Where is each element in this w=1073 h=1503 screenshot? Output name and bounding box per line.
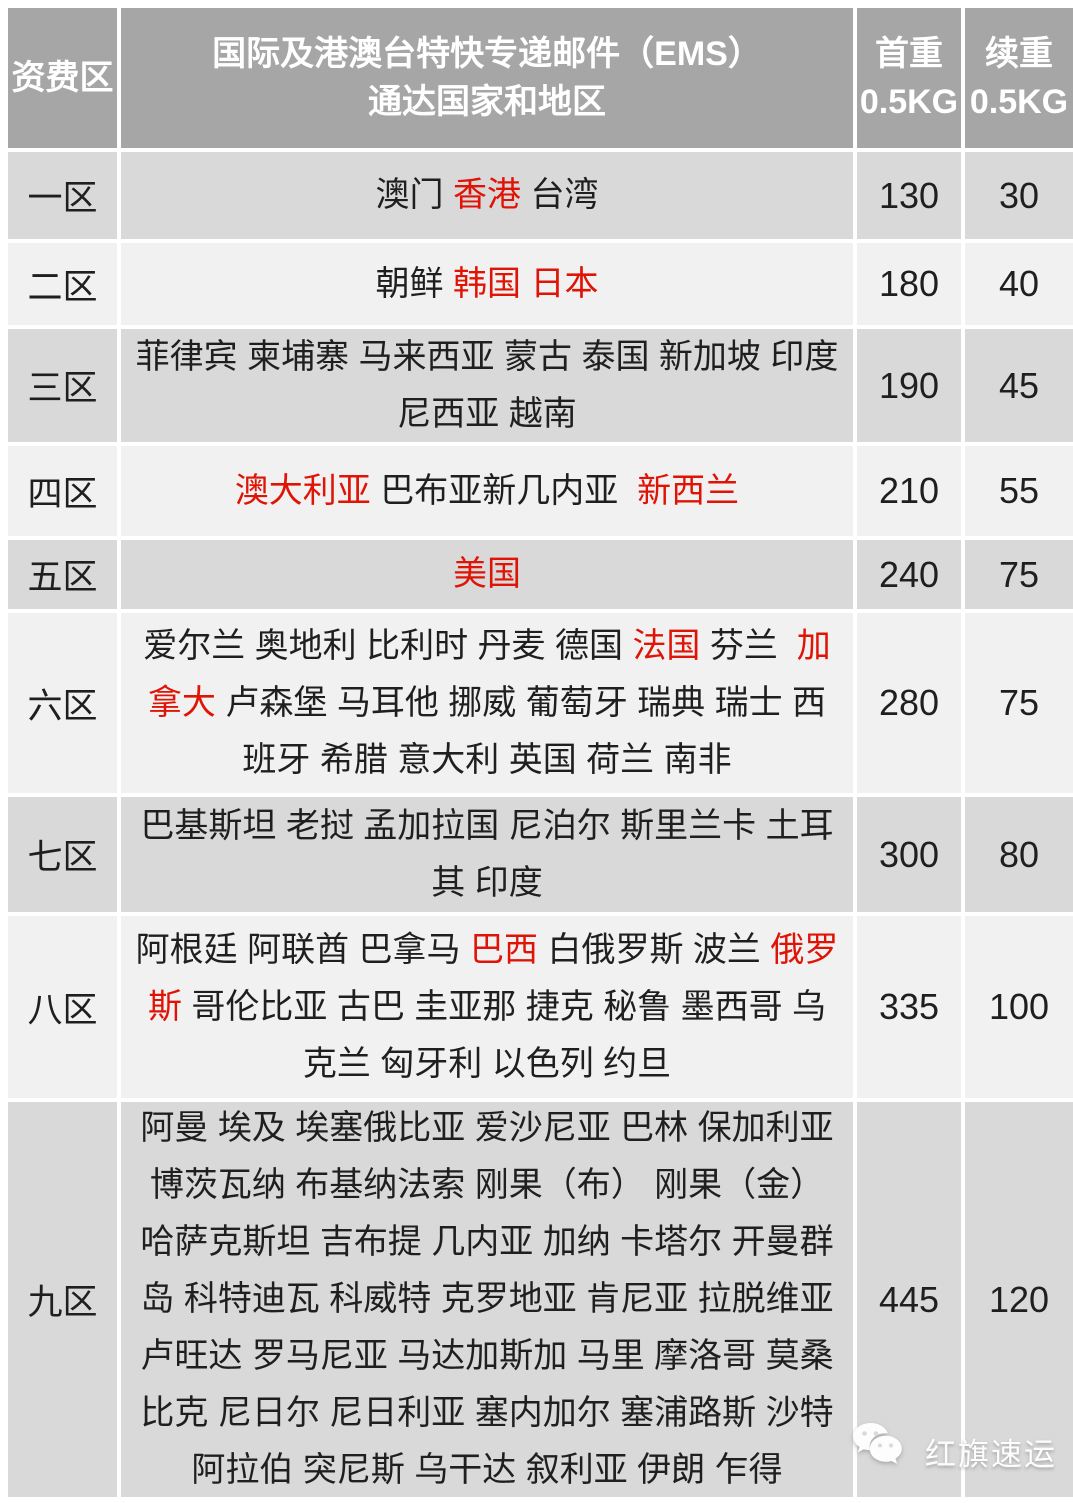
additional-weight-cell: 55 (965, 446, 1073, 536)
destinations-cell: 阿曼 埃及 埃塞俄比亚 爱沙尼亚 巴林 保加利亚 博茨瓦纳 布基纳法索 刚果（布… (121, 1102, 853, 1497)
destination-text: 阿根廷 阿联酋 巴拿马 (135, 930, 470, 969)
destination-text: 菲律宾 柬埔寨 马来西亚 蒙古 泰国 新加坡 印度尼西亚 越南 (135, 337, 839, 433)
additional-weight-cell: 75 (965, 613, 1073, 793)
table-row: 四区 澳大利亚 巴布亚新几内亚 新西兰 210 55 (8, 446, 1073, 536)
table-row: 一区 澳门 香港 台湾 130 30 (8, 152, 1073, 239)
destination-text: 爱尔兰 奥地利 比利时 丹麦 德国 (143, 626, 633, 665)
zone-cell: 五区 (8, 540, 117, 609)
destination-highlighted: 巴西 (470, 930, 538, 969)
destination-text: 白俄罗斯 波兰 (538, 930, 771, 969)
destination-text: 台湾 (521, 176, 599, 214)
destination-text: 巴基斯坦 老挝 孟加拉国 尼泊尔 斯里兰卡 土耳其 印度 (140, 806, 834, 902)
destination-highlighted: 加拿大 (147, 626, 831, 722)
destination-highlighted: 法国 (632, 626, 701, 665)
table-row: 五区 美国 240 75 (8, 540, 1073, 609)
table-row: 八区 阿根廷 阿联酋 巴拿马 巴西 白俄罗斯 波兰 俄罗斯 哥伦比亚 古巴 圭亚那… (8, 916, 1073, 1098)
additional-weight-cell: 30 (965, 152, 1073, 239)
additional-weight-cell: 40 (965, 243, 1073, 325)
destination-highlighted: 澳大利亚 (234, 471, 371, 510)
header-destinations: 国际及港澳台特快专递邮件（EMS） 通达国家和地区 (121, 8, 853, 148)
destinations-cell: 澳门 香港 台湾 (121, 152, 853, 239)
destinations-cell: 美国 (121, 540, 853, 609)
zone-cell: 六区 (8, 613, 117, 793)
table-row: 七区 巴基斯坦 老挝 孟加拉国 尼泊尔 斯里兰卡 土耳其 印度 300 80 (8, 797, 1073, 912)
destinations-cell: 菲律宾 柬埔寨 马来西亚 蒙古 泰国 新加坡 印度尼西亚 越南 (121, 329, 853, 442)
destinations-cell: 朝鲜 韩国 日本 (121, 243, 853, 325)
additional-weight-cell: 100 (965, 916, 1073, 1098)
first-weight-cell: 300 (857, 797, 961, 912)
destination-text: 卢森堡 马耳他 挪威 葡萄牙 瑞典 瑞士 西班牙 希腊 意大利 英国 荷兰 南非 (215, 683, 827, 779)
first-weight-cell: 280 (857, 613, 961, 793)
destination-highlighted: 俄罗斯 (147, 930, 839, 1026)
table-row: 六区 爱尔兰 奥地利 比利时 丹麦 德国 法国 芬兰 加拿大 卢森堡 马耳他 挪威… (8, 613, 1073, 793)
header-first-weight-label: 首重 (875, 35, 943, 73)
destination-text: 朝鲜 (375, 264, 453, 303)
zone-cell: 三区 (8, 329, 117, 442)
table-row: 二区 朝鲜 韩国 日本 180 40 (8, 243, 1073, 325)
header-additional-weight-sub: 0.5KG (969, 83, 1069, 121)
first-weight-cell: 130 (857, 152, 961, 239)
destination-highlighted: 韩国 日本 (453, 264, 599, 303)
header-zone: 资费区 (8, 8, 117, 148)
zone-cell: 二区 (8, 243, 117, 325)
table-body: 一区 澳门 香港 台湾 130 30 二区 朝鲜 韩国 日本 180 40 三区 菲律宾 柬埔寨 … (8, 152, 1073, 1497)
zone-cell: 九区 (8, 1102, 117, 1497)
header-first-weight: 首重 0.5KG (857, 8, 961, 148)
table-row: 九区 阿曼 埃及 埃塞俄比亚 爱沙尼亚 巴林 保加利亚 博茨瓦纳 布基纳法索 刚果… (8, 1102, 1073, 1497)
destination-highlighted: 香港 (453, 176, 521, 214)
destination-text: 芬兰 (700, 626, 788, 665)
first-weight-cell: 240 (857, 540, 961, 609)
additional-weight-cell: 120 (965, 1102, 1073, 1497)
destination-highlighted: 美国 (453, 555, 521, 593)
table-row: 三区 菲律宾 柬埔寨 马来西亚 蒙古 泰国 新加坡 印度尼西亚 越南 190 45 (8, 329, 1073, 442)
additional-weight-cell: 45 (965, 329, 1073, 442)
first-weight-cell: 210 (857, 446, 961, 536)
table-header-row: 资费区 国际及港澳台特快专递邮件（EMS） 通达国家和地区 首重 0.5KG 续… (8, 8, 1073, 148)
destination-highlighted: 新西兰 (627, 471, 740, 510)
header-destinations-line2: 通达国家和地区 (368, 83, 606, 121)
destination-text: 哥伦比亚 古巴 圭亚那 捷克 秘鲁 墨西哥 乌克兰 匈牙利 以色列 约旦 (181, 987, 827, 1083)
destinations-cell: 巴基斯坦 老挝 孟加拉国 尼泊尔 斯里兰卡 土耳其 印度 (121, 797, 853, 912)
zone-cell: 四区 (8, 446, 117, 536)
header-first-weight-sub: 0.5KG (859, 83, 959, 121)
zone-cell: 八区 (8, 916, 117, 1098)
destinations-cell: 阿根廷 阿联酋 巴拿马 巴西 白俄罗斯 波兰 俄罗斯 哥伦比亚 古巴 圭亚那 捷… (121, 916, 853, 1098)
destinations-cell: 爱尔兰 奥地利 比利时 丹麦 德国 法国 芬兰 加拿大 卢森堡 马耳他 挪威 葡… (121, 613, 853, 793)
destination-text: 澳门 (375, 176, 453, 214)
zone-cell: 一区 (8, 152, 117, 239)
header-destinations-line1: 国际及港澳台特快专递邮件（EMS） (212, 35, 762, 73)
destination-text: 巴布亚新几内亚 (370, 471, 628, 510)
additional-weight-cell: 75 (965, 540, 1073, 609)
first-weight-cell: 190 (857, 329, 961, 442)
additional-weight-cell: 80 (965, 797, 1073, 912)
destination-text: 阿曼 埃及 埃塞俄比亚 爱沙尼亚 巴林 保加利亚 博茨瓦纳 布基纳法索 刚果（布… (140, 1109, 834, 1489)
header-zone-label: 资费区 (11, 59, 114, 97)
first-weight-cell: 180 (857, 243, 961, 325)
destinations-cell: 澳大利亚 巴布亚新几内亚 新西兰 (121, 446, 853, 536)
first-weight-cell: 335 (857, 916, 961, 1098)
header-additional-weight-label: 续重 (985, 35, 1053, 73)
header-additional-weight: 续重 0.5KG (965, 8, 1073, 148)
zone-cell: 七区 (8, 797, 117, 912)
first-weight-cell: 445 (857, 1102, 961, 1497)
